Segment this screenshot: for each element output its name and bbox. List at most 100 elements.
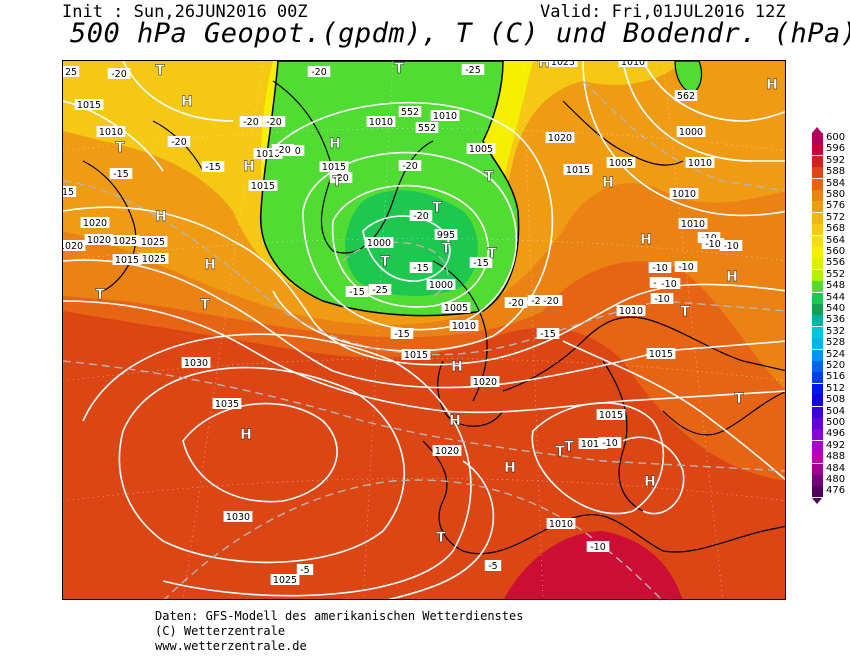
isobar-label: 1000 xyxy=(676,126,706,138)
svg-text:1010: 1010 xyxy=(681,219,705,230)
scale-label: 480 xyxy=(826,474,846,485)
isobar-label: 1010 xyxy=(366,116,396,128)
scale-swatch xyxy=(812,144,823,156)
low-pressure-center: T xyxy=(115,140,125,156)
low-pressure-center: T xyxy=(436,530,446,546)
svg-text:552: 552 xyxy=(401,107,419,118)
scale-swatch xyxy=(812,281,823,293)
scale-label: 580 xyxy=(826,189,846,200)
scale-step: 600 xyxy=(812,132,850,144)
scale-step: 580 xyxy=(812,189,850,201)
scale-swatch xyxy=(812,463,823,475)
svg-text:1015: 1015 xyxy=(404,350,428,361)
scale-label: 568 xyxy=(826,223,846,235)
scale-swatch xyxy=(812,224,823,236)
isobar-label: 1010 xyxy=(449,320,479,332)
svg-text:1010: 1010 xyxy=(99,127,123,138)
svg-text:995: 995 xyxy=(437,230,455,241)
scale-label: 488 xyxy=(826,451,846,463)
svg-text:-15: -15 xyxy=(394,329,410,340)
isobar-label: 1000 xyxy=(426,279,456,291)
high-pressure-center: H xyxy=(243,159,255,175)
svg-text:1015: 1015 xyxy=(322,162,346,173)
isobar-label: 1015 xyxy=(74,99,104,111)
isobar-label: 1030 xyxy=(181,357,211,369)
temperature-label: -10 xyxy=(657,278,681,290)
svg-text:-10: -10 xyxy=(661,279,677,290)
low-pressure-center: T xyxy=(394,61,404,77)
svg-text:-20: -20 xyxy=(266,117,282,128)
scale-step: 596 xyxy=(812,143,850,156)
svg-text:1020: 1020 xyxy=(83,218,107,229)
svg-text:-25: -25 xyxy=(465,65,481,76)
svg-text:1010: 1010 xyxy=(581,439,605,450)
temperature-label: -10 xyxy=(701,238,725,250)
isobar-label: 1010 xyxy=(618,61,648,68)
svg-text:-20: -20 xyxy=(111,69,127,80)
isobar-label: 1010 xyxy=(578,438,608,450)
isobar-label: 1000 xyxy=(364,237,394,249)
svg-text:1000: 1000 xyxy=(367,238,391,249)
scale-swatch xyxy=(812,440,823,452)
high-pressure-center: H xyxy=(766,77,778,93)
svg-text:1010: 1010 xyxy=(672,189,696,200)
low-pressure-center: T xyxy=(432,200,442,216)
isobar-label: 1015 xyxy=(112,254,142,266)
isobar-label: 1015 xyxy=(563,164,593,176)
svg-text:1000: 1000 xyxy=(429,280,453,291)
isobars xyxy=(63,61,785,599)
scale-label: 572 xyxy=(826,211,846,223)
svg-text:-10: -10 xyxy=(678,262,694,273)
scale-step: 544 xyxy=(812,292,850,304)
scale-step: 564 xyxy=(812,234,850,247)
svg-text:-20: -20 xyxy=(171,137,187,148)
scale-label: 524 xyxy=(826,348,846,360)
svg-text:1010: 1010 xyxy=(549,519,573,530)
scale-label: 484 xyxy=(826,462,846,474)
isobar-label: 1010 xyxy=(546,518,576,530)
scale-swatch xyxy=(812,315,823,327)
high-pressure-center: H xyxy=(240,427,252,443)
scale-step: 500 xyxy=(812,417,850,429)
scale-swatch xyxy=(812,304,823,315)
temperature-label: -15 xyxy=(345,286,369,298)
svg-text:1010: 1010 xyxy=(619,306,643,317)
scale-swatch xyxy=(812,406,823,418)
temperature-label: -20 xyxy=(504,297,528,309)
scale-swatch xyxy=(812,155,823,167)
svg-text:1000: 1000 xyxy=(679,127,703,138)
svg-text:1020: 1020 xyxy=(87,235,111,246)
isobar-label: 1010 xyxy=(430,110,460,122)
footer-website: www.wetterzentrale.de xyxy=(155,639,307,653)
svg-text:1025: 1025 xyxy=(141,237,165,248)
scale-label: 532 xyxy=(826,325,846,337)
shade-south-hot xyxy=(504,531,683,599)
low-pressure-center: T xyxy=(564,439,574,455)
svg-text:1005: 1005 xyxy=(444,303,468,314)
temperature-label: -15 xyxy=(390,328,414,340)
svg-text:25: 25 xyxy=(65,67,77,78)
scale-label: 564 xyxy=(826,234,846,246)
isobar-labels: 1020101510101025101510201025102510101015… xyxy=(63,61,715,586)
temperature-label: -15 xyxy=(409,262,433,274)
svg-text:-5: -5 xyxy=(300,565,309,576)
valid-time: Valid: Fri,01JUL2016 12Z xyxy=(540,2,786,22)
isobar-label: 1020 xyxy=(432,445,462,457)
scale-swatch xyxy=(812,372,823,384)
isobar-label: 1005 xyxy=(466,143,496,155)
scale-swatch xyxy=(812,292,823,304)
isobar-label: 1010 xyxy=(669,188,699,200)
svg-text:1025: 1025 xyxy=(273,575,297,586)
isobar-label: 1020 xyxy=(470,376,500,388)
temperature-label: -5 xyxy=(296,564,314,576)
temperature-label: -20 xyxy=(409,210,433,222)
scale-swatch xyxy=(812,395,823,407)
temperature-label: 562 xyxy=(674,90,698,102)
isobar-label: 1020 xyxy=(63,240,86,252)
low-pressure-center: T xyxy=(680,304,690,320)
isobar-label: 1015 xyxy=(596,409,626,421)
temperature-label: -15 xyxy=(109,168,133,180)
temperature-label: -10 xyxy=(674,261,698,273)
high-pressure-center: H xyxy=(204,257,216,273)
